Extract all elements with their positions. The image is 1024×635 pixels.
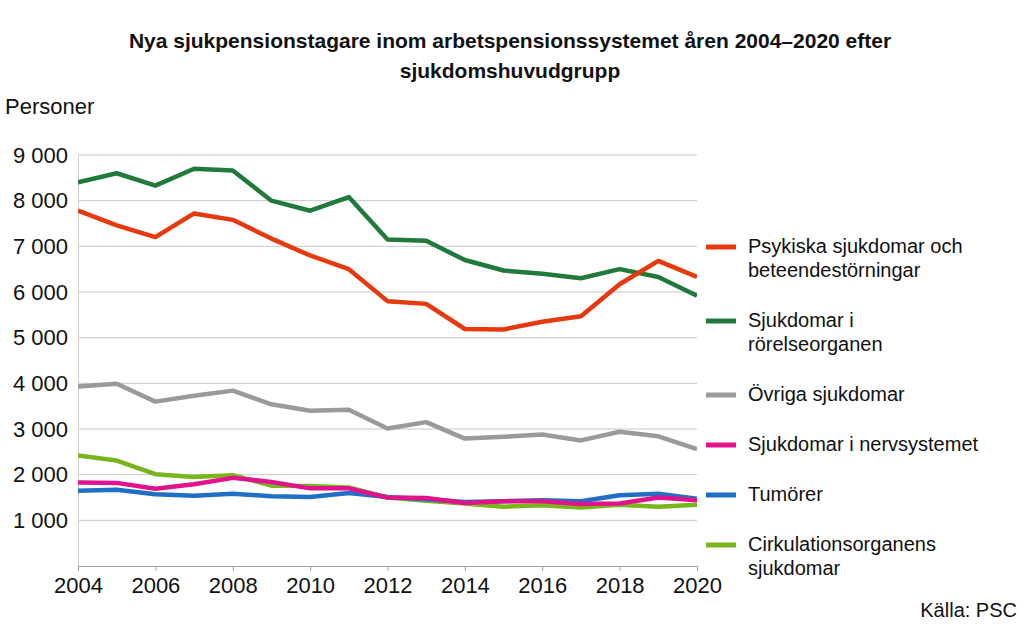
y-tick: 6 000 <box>13 280 78 305</box>
series-line <box>78 169 697 296</box>
y-axis-line <box>78 156 79 567</box>
legend-label: Sjukdomar irörelseorganen <box>748 309 883 355</box>
grid-line <box>78 200 697 201</box>
x-tick: 2008 <box>209 566 258 598</box>
text-line: rörelseorganen <box>748 333 883 355</box>
legend: Psykiska sjukdomar ochbeteendestörningar… <box>706 235 979 579</box>
series-line <box>78 384 697 449</box>
series-line <box>78 455 697 507</box>
text-line: Nya sjukpensionstagare inom arbetspensio… <box>129 29 891 52</box>
y-tick-label: 3 000 <box>13 417 68 442</box>
legend-swatch <box>706 543 736 548</box>
y-tick-label: 4 000 <box>13 371 68 396</box>
grid-line <box>78 520 697 521</box>
x-tick: 2018 <box>596 566 645 598</box>
y-tick-label: 7 000 <box>13 234 68 259</box>
x-tick-mark <box>78 566 79 571</box>
text-line: Sjukdomar i nervsystemet <box>748 433 979 455</box>
y-tick: 8 000 <box>13 188 78 213</box>
x-tick-mark <box>542 566 543 571</box>
legend-item: Cirkulationsorganenssjukdomar <box>706 533 936 579</box>
text-line: Tumörer <box>748 483 823 505</box>
x-tick-label: 2018 <box>596 573 645 598</box>
x-tick: 2014 <box>441 566 490 598</box>
x-tick-label: 2010 <box>286 573 335 598</box>
y-tick: 9 000 <box>13 143 78 168</box>
y-axis: 1 000 2 000 3 000 4 000 5 000 6 000 7 000 8 000… <box>13 143 79 567</box>
legend-swatch <box>706 319 736 324</box>
y-tick: 3 000 <box>13 417 78 442</box>
x-tick-label: 2014 <box>441 573 490 598</box>
legend-swatch <box>706 245 736 250</box>
x-tick-mark <box>465 566 466 571</box>
x-tick: 2016 <box>518 566 567 598</box>
legend-item: Sjukdomar irörelseorganen <box>706 309 883 355</box>
x-tick-label: 2016 <box>518 573 567 598</box>
y-tick: 2 000 <box>13 462 78 487</box>
legend-swatch <box>706 493 736 498</box>
text-line: Sjukdomar i <box>748 309 854 331</box>
legend-swatch <box>706 443 736 448</box>
x-axis: 2004 2006 2008 2010 2012 2014 2016 2018 2020 <box>54 566 722 598</box>
y-tick-label: 9 000 <box>13 143 68 168</box>
legend-item: Tumörer <box>706 483 823 505</box>
x-tick-mark <box>233 566 234 571</box>
x-tick-mark <box>388 566 389 571</box>
text-line: beteendestörningar <box>748 259 921 281</box>
plot: 1 000 2 000 3 000 4 000 5 000 6 000 7 000 8 000… <box>13 143 722 598</box>
y-tick-label: 1 000 <box>13 508 68 533</box>
x-tick: 2004 <box>54 566 103 598</box>
legend-label: Cirkulationsorganenssjukdomar <box>748 533 936 579</box>
legend-item: Sjukdomar i nervsystemet <box>706 433 979 455</box>
grid-line <box>78 292 697 293</box>
x-tick: 2010 <box>286 566 335 598</box>
x-tick-label: 2008 <box>209 573 258 598</box>
x-tick-label: 2006 <box>131 573 180 598</box>
grid-line <box>78 337 697 338</box>
text-line: Cirkulationsorganens <box>748 533 936 555</box>
x-tick-label: 2012 <box>364 573 413 598</box>
grid-line <box>78 246 697 247</box>
legend-label: Övriga sjukdomar <box>748 383 905 405</box>
y-axis-title: Personer <box>5 94 94 119</box>
y-tick: 5 000 <box>13 325 78 350</box>
lines <box>78 169 697 508</box>
legend-label: Tumörer <box>748 483 823 505</box>
text-line: Övriga sjukdomar <box>748 383 905 405</box>
legend-item: Psykiska sjukdomar ochbeteendestörningar <box>706 235 963 281</box>
legend-item: Övriga sjukdomar <box>706 383 905 405</box>
series-line <box>78 478 697 504</box>
y-tick: 4 000 <box>13 371 78 396</box>
y-tick-label: 8 000 <box>13 188 68 213</box>
annotation: Källa: PSC <box>920 599 1017 621</box>
text-line: sjukdomshuvudgrupp <box>400 59 621 82</box>
x-tick-mark <box>697 566 698 571</box>
x-tick-label: 2004 <box>54 573 103 598</box>
text-line: Psykiska sjukdomar och <box>748 235 963 257</box>
y-tick-label: 5 000 <box>13 325 68 350</box>
grid-line <box>78 383 697 384</box>
grid <box>78 155 697 520</box>
legend-swatch <box>706 393 736 398</box>
x-tick-mark <box>620 566 621 571</box>
chart: Nya sjukpensionstagare inom arbetspensio… <box>0 0 1024 635</box>
x-tick-label: 2020 <box>673 573 722 598</box>
text-line: sjukdomar <box>748 557 841 579</box>
series-line <box>78 211 697 330</box>
grid-line <box>78 155 697 156</box>
y-tick-label: 6 000 <box>13 280 68 305</box>
legend-label: Sjukdomar i nervsystemet <box>748 433 979 455</box>
title: Nya sjukpensionstagare inom arbetspensio… <box>129 29 891 82</box>
x-axis-line <box>79 567 698 572</box>
x-tick: 2006 <box>131 566 180 598</box>
x-tick: 2020 <box>673 566 722 598</box>
y-tick-label: 2 000 <box>13 462 68 487</box>
x-tick-mark <box>155 566 156 571</box>
x-tick-mark <box>310 566 311 571</box>
y-tick: 7 000 <box>13 234 78 259</box>
x-tick: 2012 <box>364 566 413 598</box>
legend-label: Psykiska sjukdomar ochbeteendestörningar <box>748 235 963 281</box>
y-tick: 1 000 <box>13 508 78 533</box>
